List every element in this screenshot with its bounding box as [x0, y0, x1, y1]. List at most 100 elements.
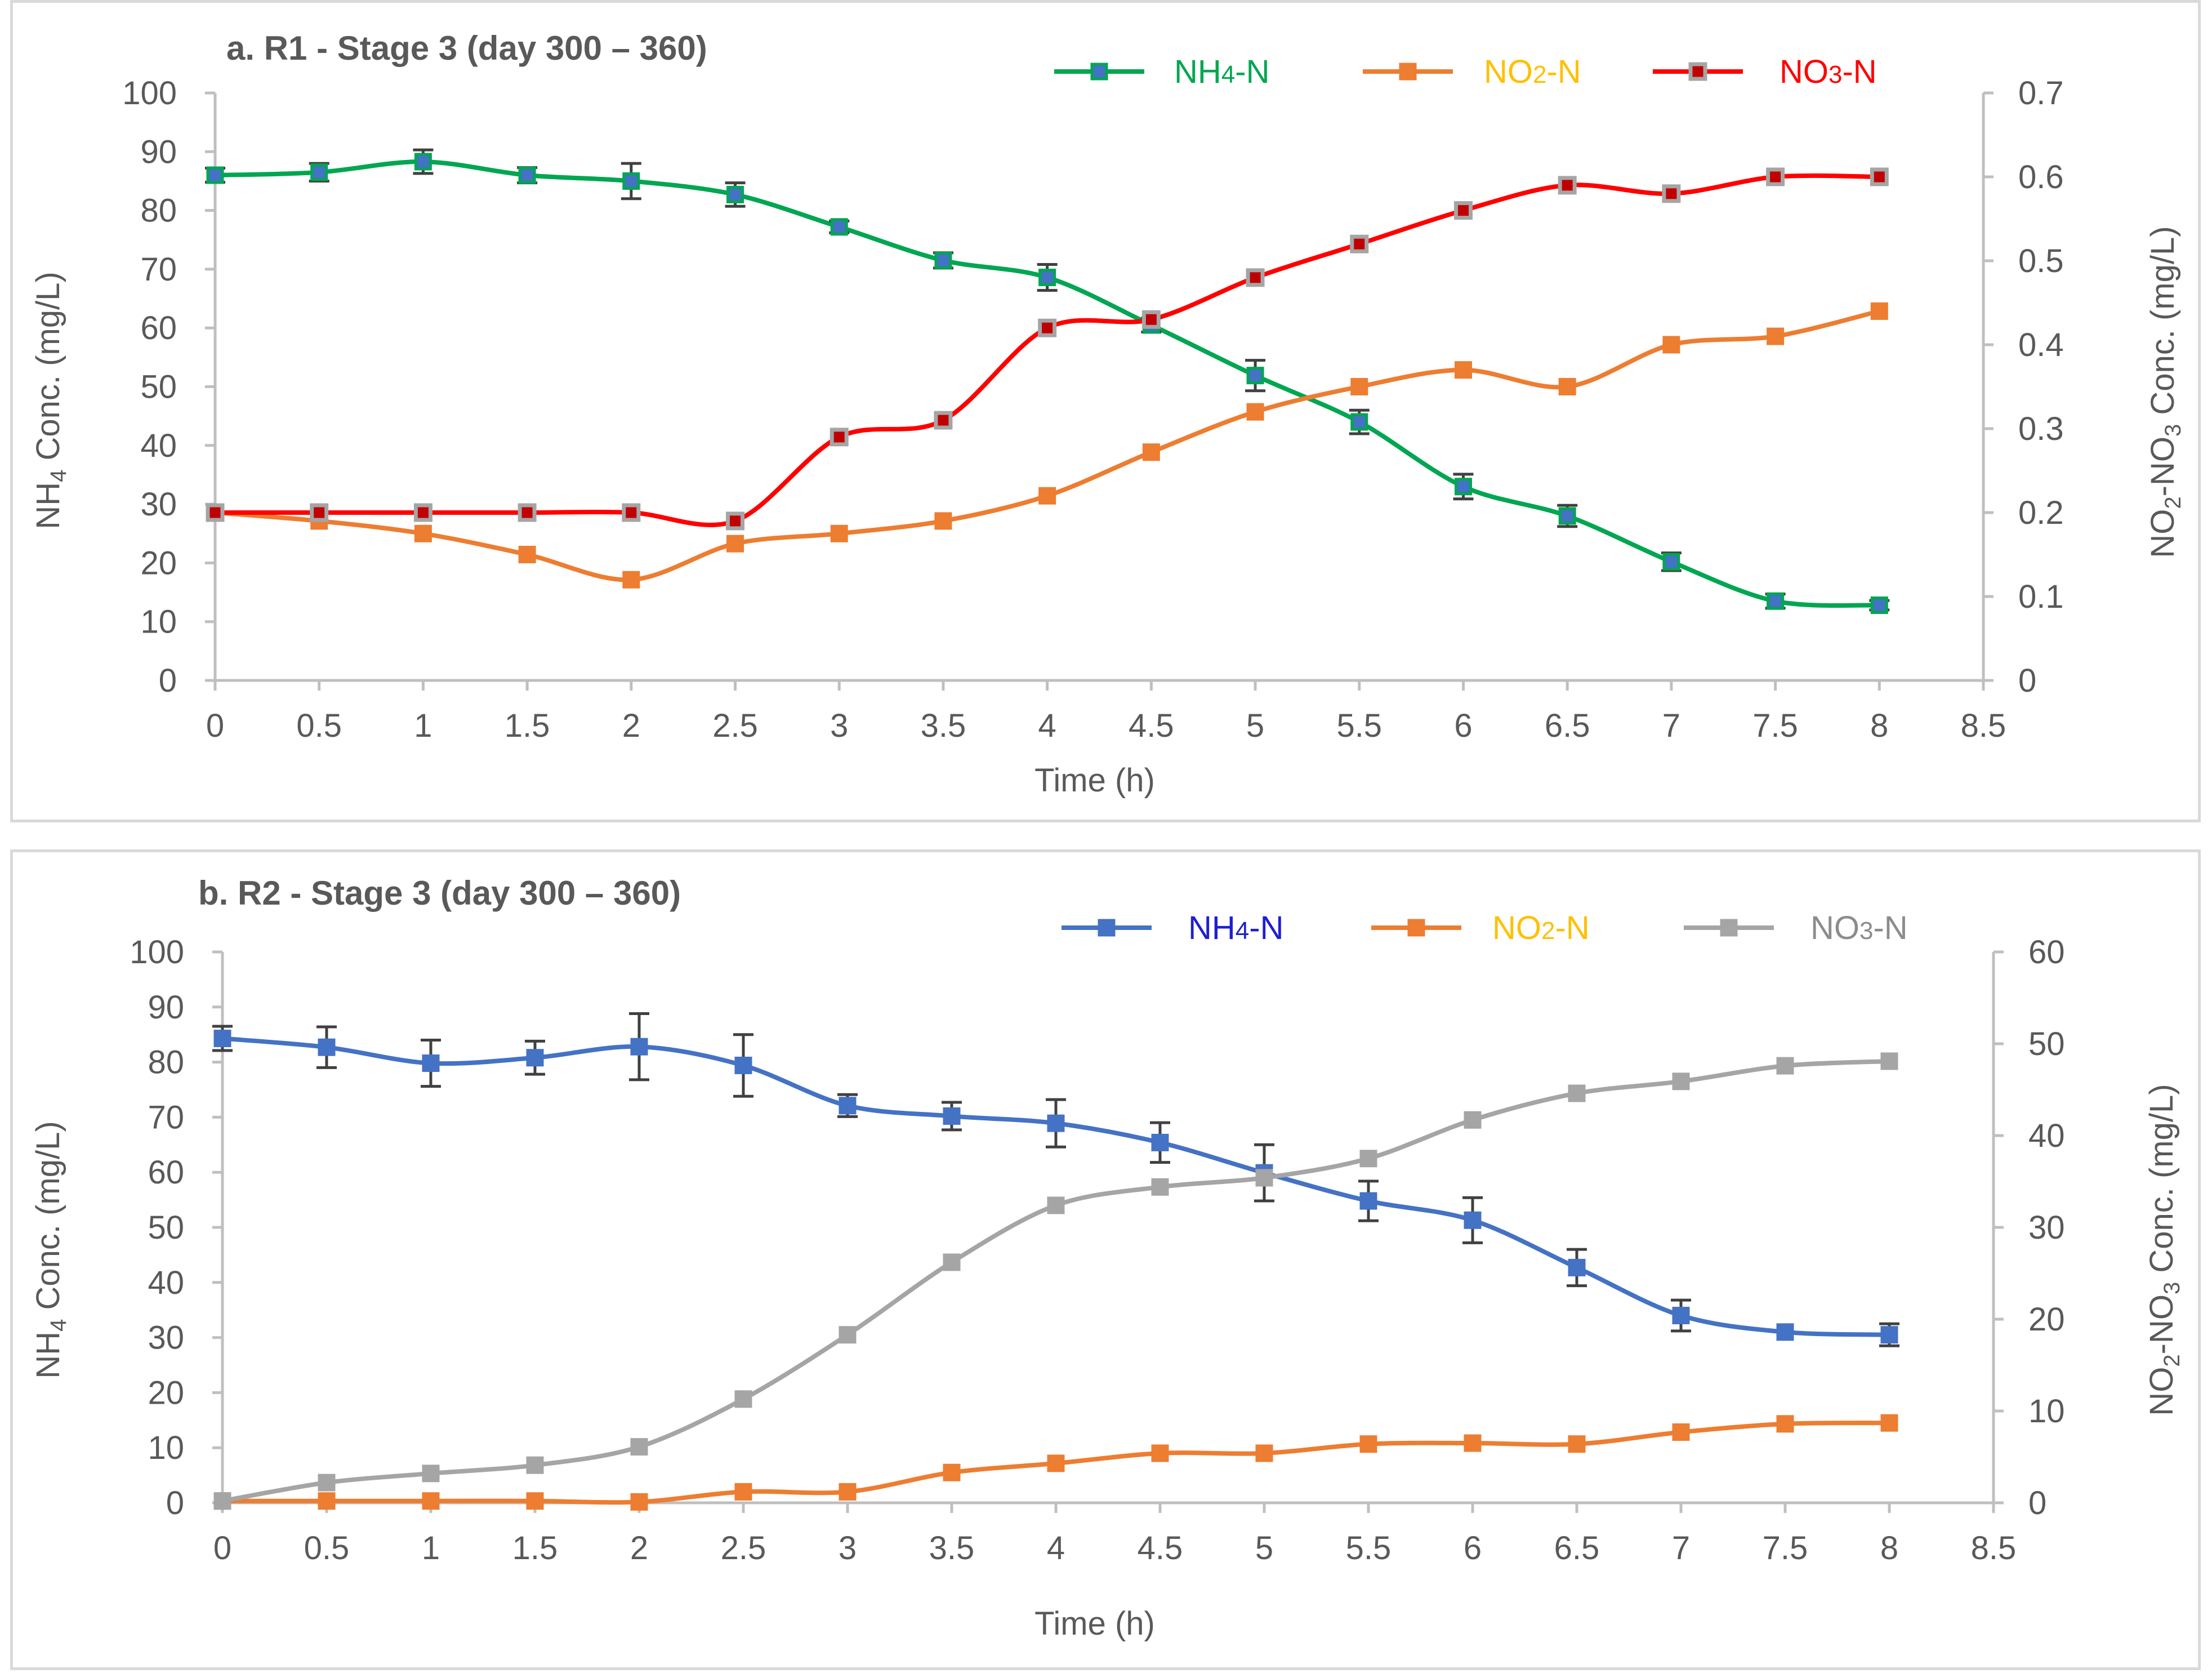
chart-a-y-right-tick-label: 0.4: [2018, 327, 2064, 363]
chart-b-x-tick-label: 3.5: [929, 1530, 975, 1566]
chart-b-y-left-tick-label: 10: [148, 1430, 184, 1466]
chart-a-series-nh4-n-point: [830, 218, 848, 236]
chart-a-yl-sub: 4: [46, 470, 71, 482]
chart-a-series-no2-n-point: [1142, 443, 1160, 461]
chart-a-legend-no2-n-marker: [1399, 63, 1417, 81]
chart-a-y-right-tick-label: 0.3: [2018, 411, 2064, 447]
chart-a-series-no2-n-point: [934, 512, 952, 530]
chart-a-y-right-tick-label: 0.2: [2018, 495, 2064, 531]
chart-b-x-tick-label: 2.5: [721, 1530, 766, 1566]
chart-b-series-no2-n-point: [839, 1483, 857, 1501]
chart-b-yr-b: -NO: [2143, 1294, 2180, 1354]
chart-a-series-no2-n-point: [518, 546, 536, 563]
chart-b-y-left-tick-label: 100: [130, 934, 184, 971]
chart-a-y-right-tick-label: 0.5: [2018, 243, 2064, 279]
chart-a-series-no3-n-point: [1558, 176, 1577, 195]
chart-b-x-tick-label: 7: [1672, 1530, 1690, 1566]
chart-b-x-tick-label: 4.5: [1138, 1530, 1183, 1566]
chart-b-y-right-tick-label: 30: [2028, 1209, 2065, 1246]
chart-b-x-tick-label: 7.5: [1763, 1530, 1808, 1566]
chart-a-series-no3-n-point: [726, 511, 745, 531]
chart-b-yr-a: NO: [2143, 1367, 2180, 1416]
chart-b-x-tick-label: 6: [1464, 1530, 1482, 1566]
chart-b-yr-rest: Conc. (mg/L): [2143, 1084, 2180, 1281]
chart-a-x-tick-label: 6: [1454, 707, 1472, 744]
chart-a-series-nh4-n-point: [1870, 596, 1888, 614]
chart-b-series-nh4-n-point: [630, 1038, 648, 1056]
chart-b-series-no2-n-point: [1151, 1444, 1169, 1462]
chart-a-x-tick-label: 4.5: [1129, 707, 1174, 744]
chart-a-yr-rest: Conc. (mg/L): [2144, 226, 2181, 424]
chart-a-x-tick-label: 7.5: [1752, 707, 1798, 744]
chart-a-legend-nh4-n-marker: [1090, 63, 1108, 81]
chart-a-yr-a: NO: [2144, 509, 2181, 558]
chart-a-y-left-tick-label: 40: [140, 428, 177, 464]
chart-b-series-no3-n-point: [1672, 1072, 1690, 1091]
chart-a-y-left-tick-label: 90: [140, 133, 177, 170]
chart-b-series-no2-n-point: [1672, 1423, 1690, 1441]
chart-panel-b: [10, 849, 2201, 1670]
chart-a-series-nh4-n-line: [215, 159, 1880, 608]
chart-b-x-tick-label: 5.5: [1346, 1530, 1392, 1566]
chart-b-series-no3-n-point: [1880, 1052, 1898, 1070]
chart-a-series-no2-n-point: [1038, 487, 1056, 505]
chart-panel-a: [10, 0, 2201, 822]
chart-b-series-no2-n-point: [1776, 1415, 1794, 1433]
chart-a-y-left-tick-label: 60: [140, 310, 177, 346]
chart-a-series-no2-n-point: [726, 535, 744, 553]
chart-b-y-right-tick-label: 40: [2028, 1118, 2065, 1154]
chart-b-x-tick-label: 3: [839, 1530, 857, 1566]
chart-b-x-tick-label: 0: [213, 1530, 231, 1566]
chart-a-series-no3-n-line: [215, 173, 1880, 527]
chart-a-yr-bsub: 3: [2161, 424, 2186, 437]
chart-b-series-no3-n-point: [1047, 1196, 1065, 1214]
chart-b-series-no3-n-point: [734, 1390, 752, 1408]
chart-a-series-no2-n-point: [622, 571, 640, 589]
chart-a-series-no3-n-point: [1453, 201, 1473, 220]
chart-a-y-left-tick-label: 80: [140, 193, 177, 229]
chart-a-y-left-tick-label: 10: [140, 604, 177, 640]
chart-b-x-axis-label: Time (h): [1034, 1605, 1155, 1642]
chart-b-yr-asub: 2: [2160, 1354, 2184, 1367]
chart-b-series-no2-n-point: [1255, 1444, 1273, 1462]
chart-a-series-no3-n-point: [1038, 318, 1057, 337]
chart-a-legend-no2-n-label: NO2-N: [1484, 54, 1581, 90]
chart-b-series-nh4-n-point: [1151, 1133, 1169, 1151]
chart-b-series-nh4-n-point: [318, 1038, 336, 1056]
chart-a-series-nh4-n-point: [1767, 592, 1785, 610]
chart-a-series-no3-n-point: [310, 503, 329, 522]
chart-a-y-left-tick-label: 100: [122, 75, 177, 112]
chart-a-legend-nh4-n-label: NH4-N: [1174, 54, 1269, 90]
chart-a-series-nh4-n-point: [518, 166, 536, 184]
chart-a-legend-no3-n-label: NO3-N: [1780, 54, 1877, 90]
chart-b-y-right-tick-label: 60: [2028, 934, 2065, 971]
chart-a-series-no3-n-point: [934, 411, 953, 430]
chart-a-series-no2-n-point: [1454, 361, 1472, 379]
chart-a-series-no2-n-point: [830, 524, 848, 542]
chart-b-y-axis-right-label: NO2-NO3 Conc. (mg/L): [2143, 1084, 2184, 1416]
chart-a-x-tick-label: 8.5: [1961, 707, 2006, 744]
chart-a-x-tick-label: 0.5: [296, 707, 342, 744]
chart-b-series-no3-n-point: [1359, 1150, 1377, 1168]
chart-a-series-nh4-n-point: [622, 172, 640, 190]
chart-a-series-nh4-n-point: [206, 166, 224, 184]
chart-b-legend-nh4-n-label: NH4-N: [1188, 910, 1283, 946]
chart-b-x-tick-label: 8: [1880, 1530, 1898, 1566]
chart-b-series-no3-n-point: [422, 1465, 440, 1483]
chart-b-title: b. R2 - Stage 3 (day 300 – 360): [198, 874, 681, 912]
chart-a-x-tick-label: 2: [622, 707, 640, 744]
chart-b-yr-bsub: 3: [2160, 1282, 2184, 1294]
chart-a-series-nh4-n-point: [1454, 478, 1472, 496]
chart-a-title: a. R1 - Stage 3 (day 300 – 360): [226, 29, 707, 67]
chart-a-yl-rest: Conc. (mg/L): [30, 271, 66, 469]
chart-b-series-nh4-n-point: [1672, 1306, 1690, 1324]
chart-b-series-no2-n-point: [1359, 1435, 1377, 1453]
chart-a-series-nh4-n-point: [1350, 413, 1368, 431]
chart-b-x-tick-label: 1.5: [512, 1530, 558, 1566]
chart-b-legend-no3-n-marker: [1720, 919, 1738, 937]
chart-b-series-nh4-n-point: [943, 1107, 961, 1125]
chart-a-y-axis-right-label: NO2-NO3 Conc. (mg/L): [2144, 226, 2186, 558]
chart-a-y-left-tick-label: 0: [159, 662, 177, 699]
chart-a-series-no3-n-point: [1141, 310, 1161, 329]
